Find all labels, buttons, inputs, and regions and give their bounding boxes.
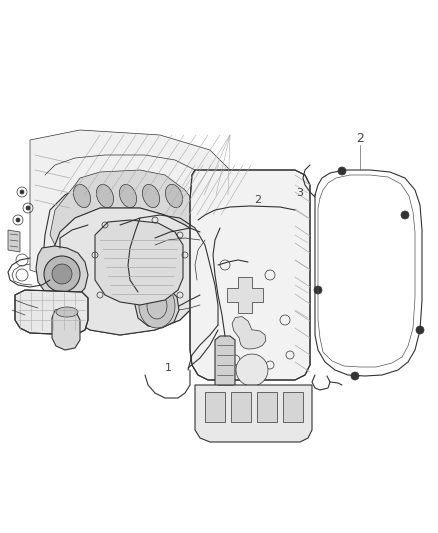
Polygon shape	[42, 208, 205, 335]
Polygon shape	[95, 220, 183, 305]
Polygon shape	[232, 317, 266, 349]
Circle shape	[416, 326, 424, 334]
Circle shape	[16, 218, 20, 222]
Circle shape	[52, 264, 72, 284]
Circle shape	[351, 372, 359, 380]
Text: 1: 1	[165, 363, 172, 373]
Polygon shape	[52, 308, 80, 350]
Ellipse shape	[142, 184, 159, 208]
Ellipse shape	[56, 307, 78, 317]
Polygon shape	[50, 170, 200, 245]
Bar	[257, 392, 277, 422]
Bar	[231, 392, 251, 422]
Circle shape	[26, 206, 30, 210]
Polygon shape	[195, 385, 312, 442]
Circle shape	[20, 190, 24, 194]
Ellipse shape	[166, 184, 183, 208]
Polygon shape	[15, 290, 88, 335]
Text: 2: 2	[254, 195, 261, 205]
Circle shape	[236, 354, 268, 386]
Polygon shape	[135, 284, 179, 328]
Polygon shape	[8, 230, 20, 252]
Text: 3: 3	[297, 188, 304, 198]
Polygon shape	[190, 170, 310, 380]
Polygon shape	[30, 130, 240, 300]
Ellipse shape	[74, 184, 91, 208]
Bar	[205, 392, 225, 422]
Polygon shape	[227, 277, 263, 313]
Circle shape	[338, 167, 346, 175]
Polygon shape	[42, 178, 205, 335]
Polygon shape	[215, 336, 235, 403]
Circle shape	[314, 286, 322, 294]
Circle shape	[44, 256, 80, 292]
Polygon shape	[36, 246, 88, 300]
Ellipse shape	[96, 184, 113, 208]
Text: 2: 2	[356, 132, 364, 144]
Circle shape	[401, 211, 409, 219]
Bar	[283, 392, 303, 422]
Ellipse shape	[139, 284, 175, 328]
Ellipse shape	[120, 184, 137, 208]
